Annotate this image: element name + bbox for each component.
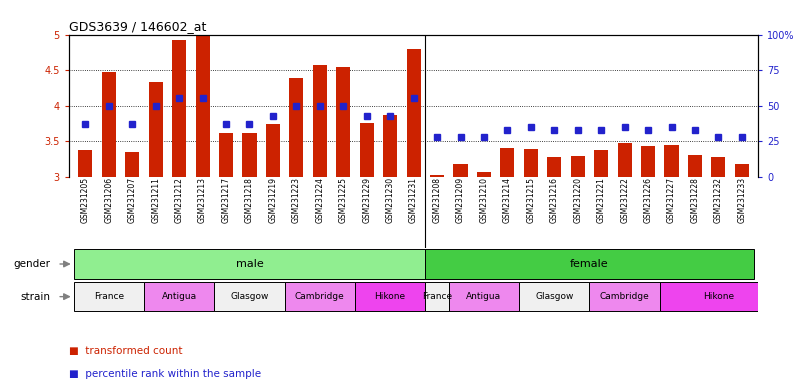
Bar: [430, 175, 444, 177]
Text: GSM231233: GSM231233: [737, 177, 746, 223]
Bar: [195, 35, 209, 177]
Bar: [355, 282, 425, 311]
Bar: [641, 146, 655, 177]
Text: GSM231223: GSM231223: [292, 177, 301, 223]
Bar: [660, 282, 777, 311]
Text: GSM231220: GSM231220: [573, 177, 582, 223]
Bar: [337, 66, 350, 177]
Text: GSM231222: GSM231222: [620, 177, 629, 222]
Text: GSM231209: GSM231209: [456, 177, 465, 223]
Bar: [688, 155, 702, 177]
Bar: [74, 249, 425, 279]
Text: GSM231227: GSM231227: [667, 177, 676, 223]
Bar: [74, 282, 144, 311]
Bar: [618, 143, 632, 177]
Bar: [313, 65, 327, 177]
Text: France: France: [422, 292, 452, 301]
Text: GSM231224: GSM231224: [315, 177, 324, 223]
Text: GSM231226: GSM231226: [644, 177, 653, 223]
Bar: [214, 282, 285, 311]
Text: Antigua: Antigua: [161, 292, 197, 301]
Bar: [101, 72, 116, 177]
Text: Hikone: Hikone: [703, 292, 734, 301]
Bar: [360, 123, 374, 177]
Text: GSM231207: GSM231207: [128, 177, 137, 223]
Bar: [79, 150, 92, 177]
Text: GSM231217: GSM231217: [221, 177, 230, 223]
Text: GSM231228: GSM231228: [690, 177, 699, 222]
Bar: [144, 282, 214, 311]
Bar: [383, 115, 397, 177]
Text: Hikone: Hikone: [375, 292, 406, 301]
Bar: [547, 157, 561, 177]
Text: GSM231212: GSM231212: [174, 177, 183, 222]
Text: GSM231211: GSM231211: [151, 177, 161, 222]
Text: Cambridge: Cambridge: [600, 292, 650, 301]
Bar: [453, 164, 467, 177]
Bar: [242, 132, 256, 177]
Text: GSM231213: GSM231213: [198, 177, 207, 223]
Text: strain: strain: [20, 291, 50, 302]
Text: GSM231205: GSM231205: [81, 177, 90, 223]
Text: GSM231230: GSM231230: [386, 177, 395, 223]
Text: GSM231210: GSM231210: [479, 177, 488, 223]
Bar: [285, 282, 355, 311]
Text: GDS3639 / 146602_at: GDS3639 / 146602_at: [69, 20, 206, 33]
Bar: [425, 282, 448, 311]
Bar: [406, 50, 421, 177]
Text: GSM231208: GSM231208: [432, 177, 441, 223]
Text: GSM231215: GSM231215: [526, 177, 535, 223]
Bar: [594, 150, 608, 177]
Bar: [711, 157, 726, 177]
Text: GSM231231: GSM231231: [409, 177, 418, 223]
Bar: [425, 249, 753, 279]
Bar: [266, 124, 280, 177]
Bar: [172, 40, 187, 177]
Text: GSM231229: GSM231229: [363, 177, 371, 223]
Text: female: female: [570, 259, 609, 269]
Text: Glasgow: Glasgow: [535, 292, 573, 301]
Text: ■  percentile rank within the sample: ■ percentile rank within the sample: [69, 369, 261, 379]
Bar: [290, 78, 303, 177]
Bar: [500, 147, 514, 177]
Bar: [735, 164, 749, 177]
Bar: [664, 146, 679, 177]
Text: GSM231232: GSM231232: [714, 177, 723, 223]
Text: GSM231221: GSM231221: [597, 177, 606, 222]
Text: GSM231206: GSM231206: [105, 177, 114, 223]
Bar: [125, 152, 139, 177]
Text: ■  transformed count: ■ transformed count: [69, 346, 182, 356]
Text: GSM231225: GSM231225: [339, 177, 348, 223]
Text: GSM231219: GSM231219: [268, 177, 277, 223]
Bar: [524, 149, 538, 177]
Bar: [571, 156, 585, 177]
Bar: [590, 282, 660, 311]
Bar: [477, 172, 491, 177]
Text: Glasgow: Glasgow: [230, 292, 268, 301]
Bar: [519, 282, 590, 311]
Text: Cambridge: Cambridge: [295, 292, 345, 301]
Text: GSM231214: GSM231214: [503, 177, 512, 223]
Text: male: male: [236, 259, 264, 269]
Text: France: France: [94, 292, 124, 301]
Bar: [448, 282, 519, 311]
Text: gender: gender: [13, 259, 50, 269]
Bar: [148, 82, 163, 177]
Bar: [219, 132, 233, 177]
Text: GSM231218: GSM231218: [245, 177, 254, 222]
Text: Antigua: Antigua: [466, 292, 501, 301]
Text: GSM231216: GSM231216: [550, 177, 559, 223]
